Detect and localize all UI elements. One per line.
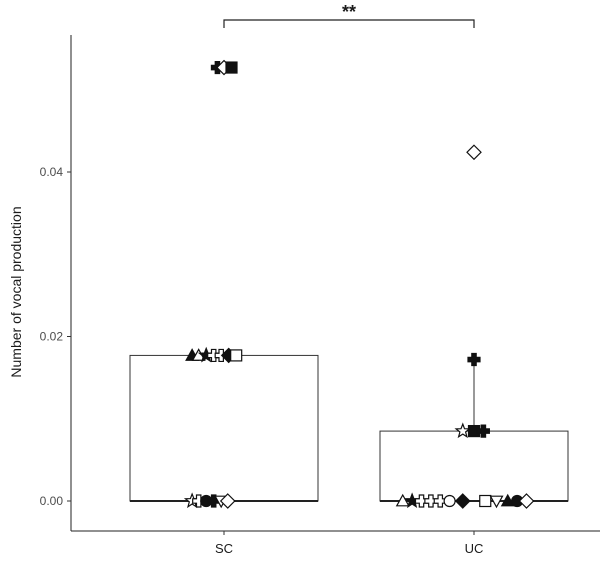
y-tick-label: 0.04 bbox=[40, 165, 64, 179]
x-tick-label: UC bbox=[465, 541, 484, 556]
point-cross-open bbox=[424, 494, 438, 508]
x-tick-label: SC bbox=[215, 541, 233, 556]
y-axis-title: Number of vocal production bbox=[8, 206, 24, 377]
bracket-line bbox=[223, 19, 475, 28]
point-diamond-open bbox=[518, 493, 535, 509]
data-points bbox=[183, 59, 535, 509]
significance-bracket: ** bbox=[223, 2, 475, 28]
point-triangle-open bbox=[395, 493, 410, 507]
y-tick-label: 0.02 bbox=[40, 330, 64, 344]
point-diamond-filled bbox=[454, 493, 471, 509]
point-cross-open bbox=[414, 494, 429, 508]
point-square-filled bbox=[225, 61, 238, 74]
point-square-open bbox=[479, 494, 492, 508]
box-uc bbox=[379, 430, 569, 502]
point-diamond-open bbox=[219, 493, 236, 509]
boxes bbox=[129, 354, 569, 502]
point-triangle-filled bbox=[500, 493, 515, 507]
axes: 0.00 0.02 0.04 SC UC bbox=[40, 35, 600, 556]
point-cross-open bbox=[433, 494, 447, 508]
box-sc bbox=[129, 354, 319, 502]
y-tick-label: 0.00 bbox=[40, 494, 64, 508]
point-triangle-down-open bbox=[489, 495, 504, 509]
point-cross-filled bbox=[476, 424, 490, 438]
point-circle-open bbox=[443, 494, 456, 508]
point-square-open bbox=[230, 349, 243, 362]
point-cross-filled bbox=[207, 494, 221, 508]
point-star-open bbox=[454, 422, 472, 439]
point-cross-filled bbox=[467, 352, 481, 367]
significance-label: ** bbox=[342, 2, 356, 22]
point-diamond-open bbox=[466, 144, 482, 161]
